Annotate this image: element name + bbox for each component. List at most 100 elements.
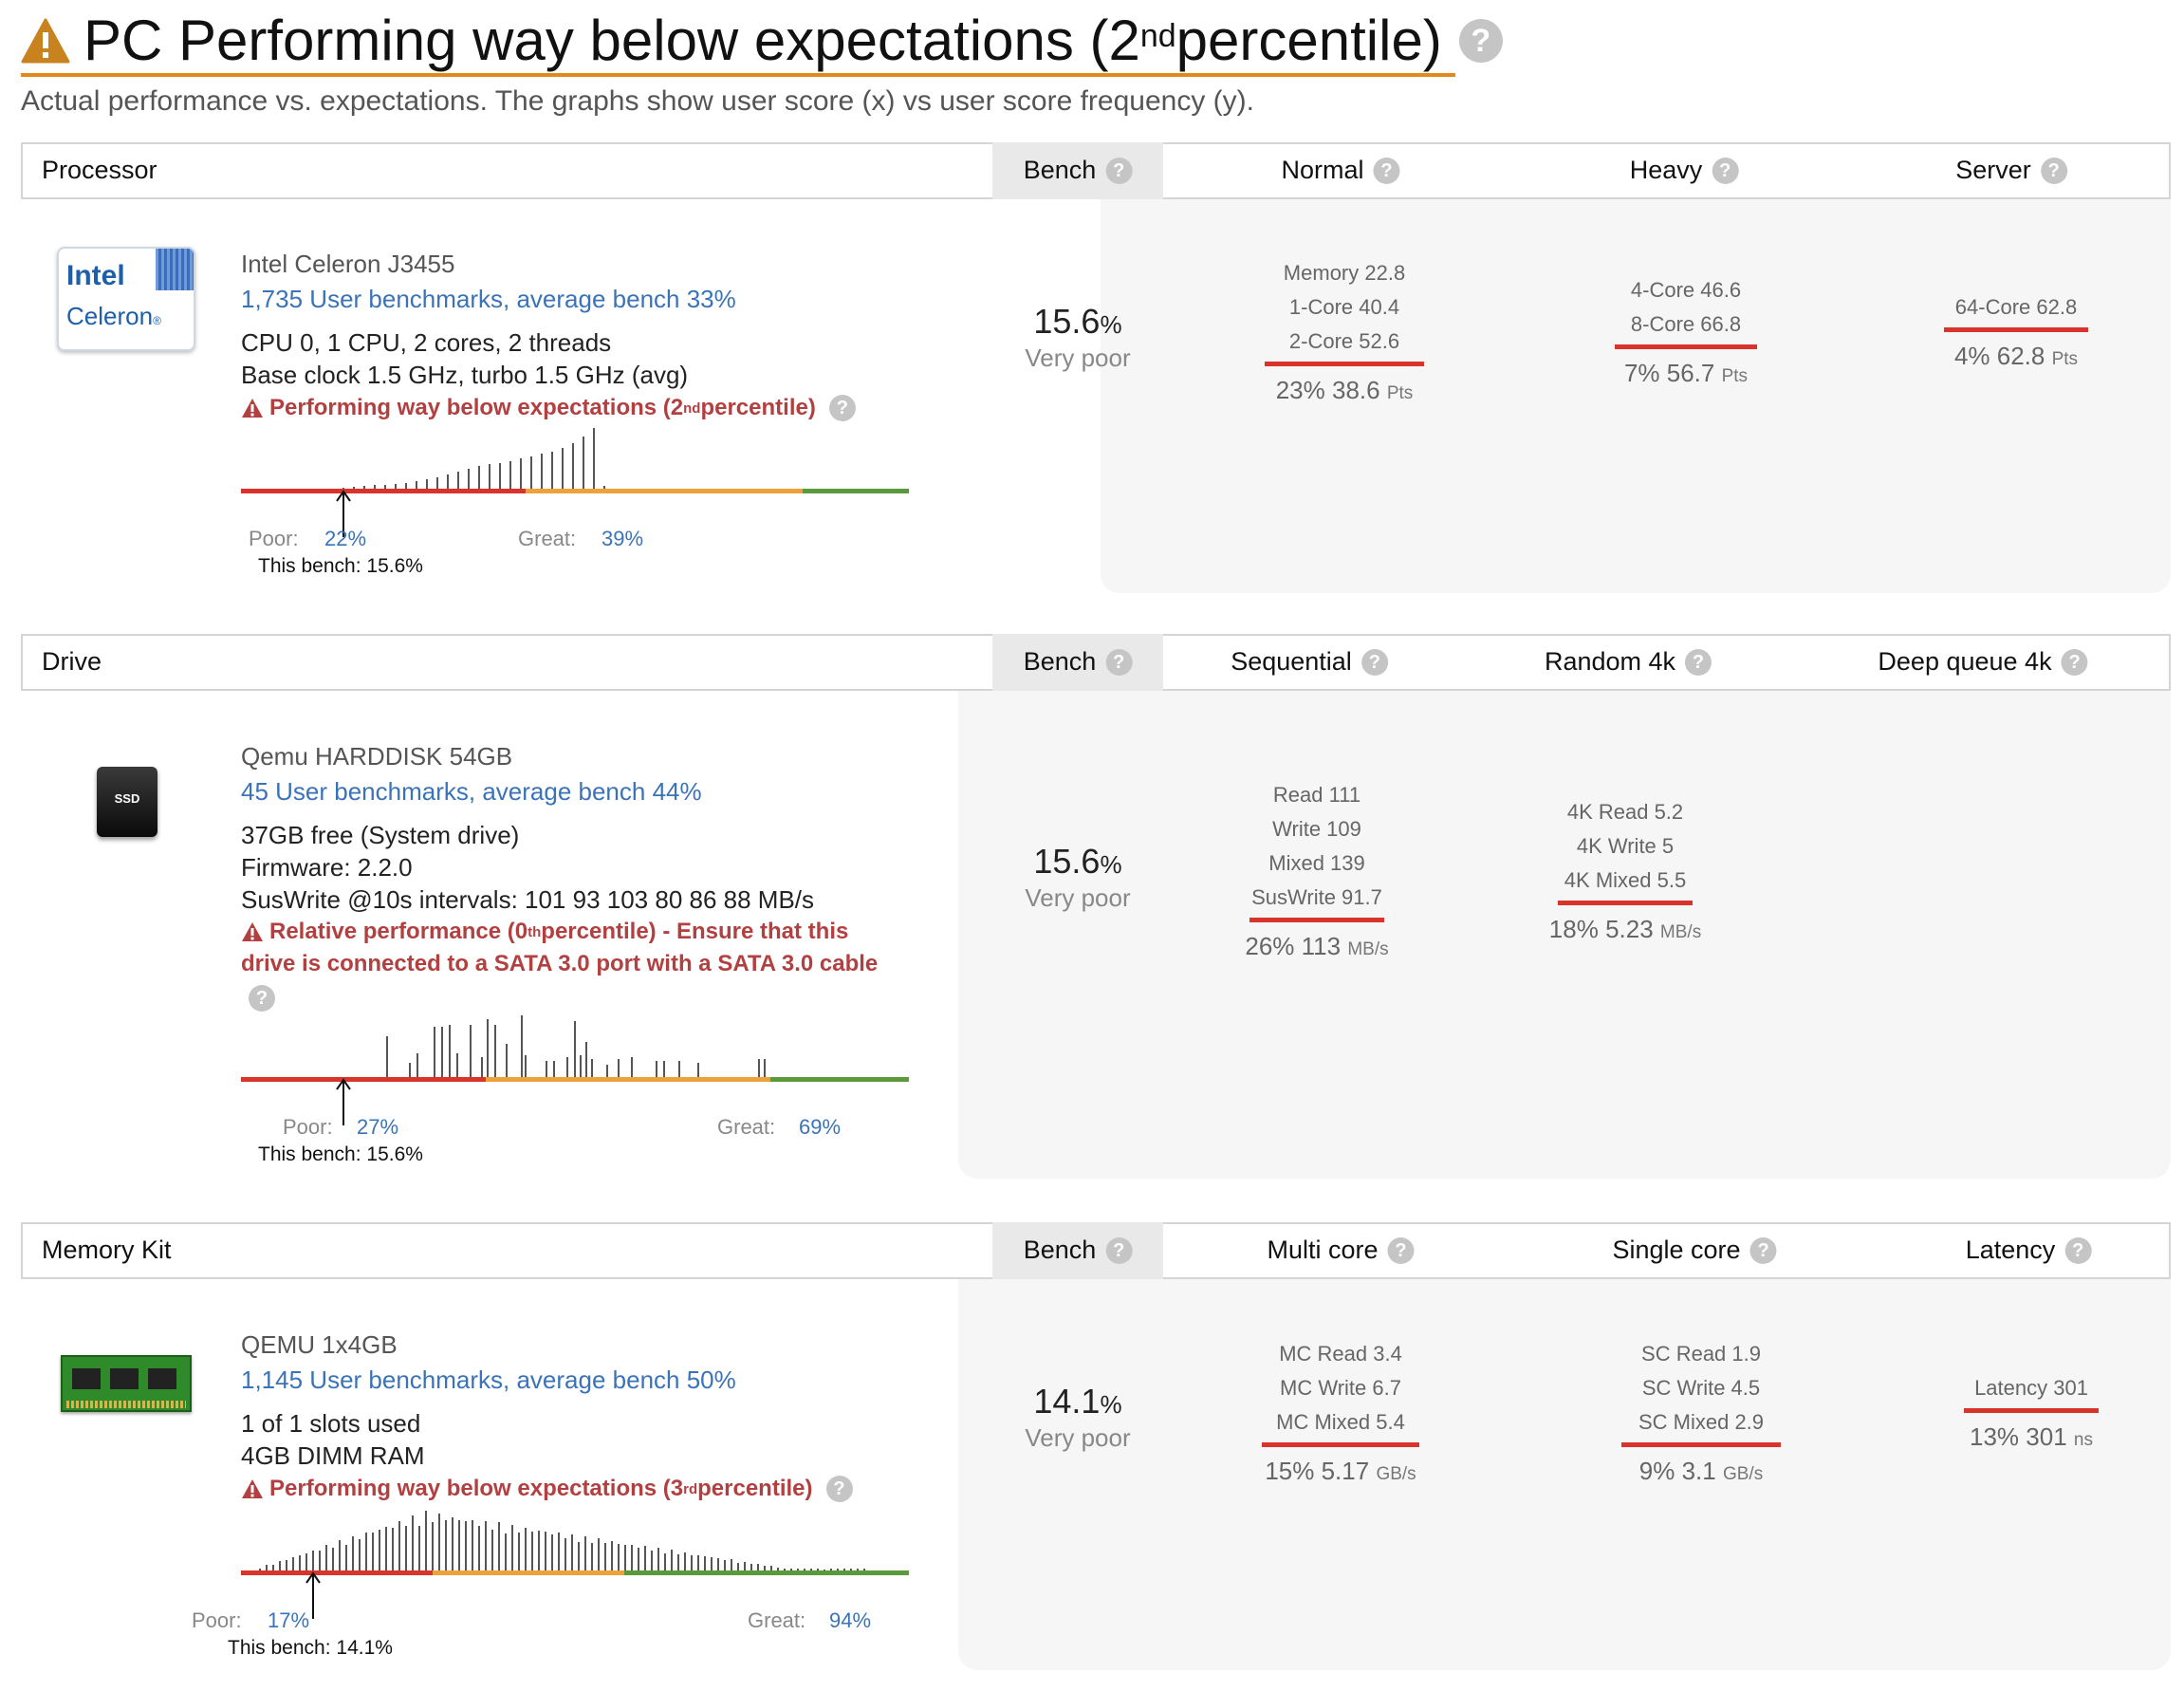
question-circle-icon[interactable]: ? <box>1360 648 1388 676</box>
processor-bench-header[interactable]: Bench? <box>1024 156 1133 185</box>
latency-value: Latency 301 <box>1974 1376 2088 1400</box>
singlecore-score: 9% 3.1 GB/s <box>1638 1457 1764 1485</box>
server-score: 4% 62.8 Pts <box>1953 342 2079 370</box>
title-sup: nd <box>1139 18 1176 54</box>
question-circle-icon[interactable]: ? <box>1712 157 1739 184</box>
great-label: Great: <box>518 527 577 550</box>
memory-singlecore-header[interactable]: Single core? <box>1612 1236 1777 1265</box>
multicore-score: 15% 5.17 GB/s <box>1265 1457 1416 1485</box>
memory-histogram <box>241 1511 909 1619</box>
question-circle-icon[interactable]: ? <box>2040 157 2067 184</box>
device-name: Qemu HARDDISK 54GB <box>241 742 513 771</box>
bench-header-cell <box>992 1222 1163 1279</box>
question-circle-icon[interactable]: ? <box>1105 157 1133 184</box>
drive-deepqueue-header[interactable]: Deep queue 4k? <box>1878 647 2088 677</box>
question-circle-icon[interactable]: ? <box>249 985 275 1012</box>
great-range-bar <box>803 489 909 493</box>
average-range-bar <box>486 1077 770 1082</box>
processor-histogram <box>241 428 909 537</box>
bench-rating: Very poor <box>1025 344 1131 372</box>
poor-pct: 22% <box>324 527 367 550</box>
user-benchmarks-link[interactable]: 1,735 User benchmarks, average bench 33% <box>241 285 736 313</box>
question-circle-icon[interactable]: ? <box>2061 648 2088 676</box>
question-circle-icon[interactable]: ? <box>828 395 856 421</box>
normal-2core: 2-Core 52.6 <box>1288 329 1400 353</box>
normal-underline <box>1265 362 1424 366</box>
performance-warning: Relative performance (0 th percentile) - … <box>241 919 848 945</box>
drive-suswrite: SusWrite @10s intervals: 101 93 103 80 8… <box>241 885 815 914</box>
question-circle-icon[interactable]: ? <box>1373 157 1400 184</box>
great-pct: 69% <box>799 1115 842 1139</box>
drive-section-label: Drive <box>42 647 102 676</box>
drive-bench-header[interactable]: Bench? <box>1024 647 1133 677</box>
great-pct: 39% <box>602 527 644 550</box>
memory-type: 4GB DIMM RAM <box>241 1441 425 1470</box>
server-underline <box>1944 327 2088 332</box>
poor-label: Poor: <box>192 1608 242 1632</box>
user-benchmarks-link[interactable]: 1,145 User benchmarks, average bench 50% <box>241 1366 736 1394</box>
great-pct: 94% <box>829 1608 872 1632</box>
performance-warning-line2: drive is connected to a SATA 3.0 port wi… <box>241 951 879 976</box>
question-circle-icon[interactable]: ? <box>1685 648 1712 676</box>
normal-score: 23% 38.6 Pts <box>1275 376 1414 404</box>
latency-score: 13% 301 ns <box>1970 1422 2093 1451</box>
processor-section-label: Processor <box>42 156 157 184</box>
heavy-4core: 4-Core 46.6 <box>1630 278 1742 302</box>
mc-mixed: MC Mixed 5.4 <box>1276 1410 1405 1434</box>
arrow-up-icon <box>305 1571 321 1584</box>
drive-sequential-header[interactable]: Sequential? <box>1231 647 1388 677</box>
warning-triangle-icon <box>242 1479 263 1498</box>
poor-range-bar <box>241 1077 486 1082</box>
warning-triangle-icon <box>242 399 263 418</box>
title-text: PC Performing way below expectations (2 <box>83 9 1140 72</box>
multicore-underline <box>1262 1442 1419 1447</box>
poor-pct: 17% <box>268 1608 310 1632</box>
question-circle-icon[interactable]: ? <box>1105 648 1133 676</box>
memory-multicore-header[interactable]: Multi core? <box>1267 1236 1415 1265</box>
question-circle-icon[interactable]: ? <box>1387 1236 1415 1264</box>
bench-rating: Very poor <box>1025 1423 1131 1452</box>
poor-range-bar <box>241 1570 433 1575</box>
user-benchmarks-link[interactable]: 45 User benchmarks, average bench 44% <box>241 777 702 806</box>
question-circle-icon[interactable]: ? <box>2064 1236 2092 1264</box>
arrow-up-icon <box>336 1078 351 1090</box>
page-title: PC Performing way below expectations (2 n… <box>21 8 1503 73</box>
bench-score: 14.1% <box>1033 1382 1122 1421</box>
processor-normal-header[interactable]: Normal? <box>1281 156 1400 185</box>
poor-range-bar <box>241 489 526 493</box>
mc-read: MC Read 3.4 <box>1279 1342 1402 1366</box>
bench-score: 15.6% <box>1033 842 1122 881</box>
memory-bench-header[interactable]: Bench? <box>1024 1236 1133 1265</box>
poor-label: Poor: <box>249 527 299 550</box>
mc-write: MC Write 6.7 <box>1280 1376 1401 1400</box>
processor-heavy-header[interactable]: Heavy? <box>1630 156 1739 185</box>
ram-module-icon <box>61 1355 192 1412</box>
average-range-bar <box>526 489 803 493</box>
latency-underline <box>1964 1408 2099 1413</box>
sc-mixed: SC Mixed 2.9 <box>1638 1410 1765 1434</box>
random-4k-mixed: 4K Mixed 5.5 <box>1564 868 1687 892</box>
normal-memory: Memory 22.8 <box>1283 261 1406 285</box>
bench-header-cell <box>992 634 1163 691</box>
random-4k-read: 4K Read 5.2 <box>1566 800 1684 824</box>
question-circle-icon[interactable]: ? <box>1458 18 1503 63</box>
device-name: Intel Celeron J3455 <box>241 250 455 278</box>
warning-triangle-icon <box>242 922 263 941</box>
seq-read: Read 111 <box>1272 783 1361 807</box>
random-score: 18% 5.23 MB/s <box>1548 915 1702 943</box>
drive-firmware: Firmware: 2.2.0 <box>241 853 413 882</box>
drive-random-header[interactable]: Random 4k? <box>1545 647 1712 677</box>
arrow-up-icon <box>336 490 351 502</box>
cpu-config: CPU 0, 1 CPU, 2 cores, 2 threads <box>241 328 612 357</box>
random-underline <box>1558 901 1693 905</box>
question-circle-icon[interactable]: ? <box>825 1476 853 1502</box>
normal-1core: 1-Core 40.4 <box>1288 295 1400 319</box>
great-range-bar <box>624 1570 909 1575</box>
question-circle-icon[interactable]: ? <box>1105 1236 1133 1264</box>
processor-server-header[interactable]: Server? <box>1955 156 2067 185</box>
drive-free-space: 37GB free (System drive) <box>241 821 520 849</box>
question-circle-icon[interactable]: ? <box>1749 1236 1777 1264</box>
memory-latency-header[interactable]: Latency? <box>1966 1236 2092 1265</box>
clock-speed: Base clock 1.5 GHz, turbo 1.5 GHz (avg) <box>241 361 689 389</box>
drive-panel <box>958 685 2171 1179</box>
